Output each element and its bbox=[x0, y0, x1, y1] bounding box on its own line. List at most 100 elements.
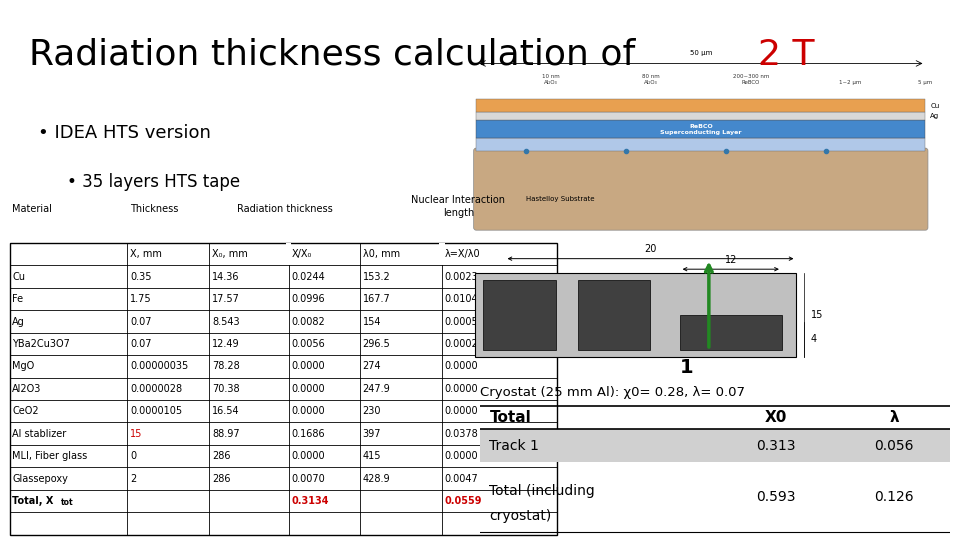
Text: 428.9: 428.9 bbox=[363, 474, 390, 483]
Text: 0.126: 0.126 bbox=[875, 490, 914, 504]
Text: 12.49: 12.49 bbox=[212, 339, 240, 349]
Text: • 35 layers HTS tape: • 35 layers HTS tape bbox=[67, 173, 240, 191]
Text: 16.54: 16.54 bbox=[212, 406, 240, 416]
Text: 397: 397 bbox=[363, 429, 381, 438]
Text: 12: 12 bbox=[725, 255, 737, 265]
Text: 0.0082: 0.0082 bbox=[292, 316, 325, 327]
Text: 17.57: 17.57 bbox=[212, 294, 240, 304]
Text: 8.543: 8.543 bbox=[212, 316, 240, 327]
Text: Radiation thickness calculation of: Radiation thickness calculation of bbox=[29, 38, 646, 72]
Text: 1~2 μm: 1~2 μm bbox=[839, 80, 862, 85]
Text: MgO: MgO bbox=[12, 361, 35, 372]
Text: 0.056: 0.056 bbox=[875, 438, 914, 453]
Text: 1.75: 1.75 bbox=[130, 294, 152, 304]
Text: 0.0023: 0.0023 bbox=[444, 272, 478, 282]
Text: 4: 4 bbox=[811, 334, 817, 345]
Text: 0.0047: 0.0047 bbox=[444, 474, 478, 483]
Bar bbox=[578, 280, 651, 350]
Text: Thickness: Thickness bbox=[130, 204, 179, 214]
Text: cryostat): cryostat) bbox=[490, 509, 552, 523]
Text: 1: 1 bbox=[681, 358, 694, 377]
Text: 80 nm
Al₂O₃: 80 nm Al₂O₃ bbox=[642, 74, 660, 85]
Text: 153.2: 153.2 bbox=[363, 272, 391, 282]
Text: Hastelloy Substrate: Hastelloy Substrate bbox=[526, 197, 594, 202]
Bar bbox=[439, 243, 444, 266]
Text: tot: tot bbox=[60, 498, 73, 507]
Text: 0.0000: 0.0000 bbox=[444, 406, 478, 416]
Text: 0.313: 0.313 bbox=[756, 438, 796, 453]
Text: X, mm: X, mm bbox=[130, 249, 162, 259]
Text: 88.97: 88.97 bbox=[212, 429, 240, 438]
Text: 0.0244: 0.0244 bbox=[292, 272, 325, 282]
Text: X₀, mm: X₀, mm bbox=[212, 249, 248, 259]
Text: Cu: Cu bbox=[930, 103, 940, 109]
Bar bbox=[476, 99, 925, 112]
Text: X0: X0 bbox=[765, 410, 787, 426]
Text: Cu: Cu bbox=[12, 272, 25, 282]
Text: 0.0000105: 0.0000105 bbox=[130, 406, 182, 416]
Text: 247.9: 247.9 bbox=[363, 384, 391, 394]
Text: Cryostat (25 mm Al): χ0= 0.28, λ= 0.07: Cryostat (25 mm Al): χ0= 0.28, λ= 0.07 bbox=[480, 386, 745, 399]
Text: Al stablizer: Al stablizer bbox=[12, 429, 66, 438]
Text: 70.38: 70.38 bbox=[212, 384, 240, 394]
Text: 286: 286 bbox=[212, 451, 230, 461]
Text: 0.0559: 0.0559 bbox=[444, 496, 482, 506]
Text: 230: 230 bbox=[363, 406, 381, 416]
Text: 296.5: 296.5 bbox=[363, 339, 391, 349]
Text: ReBCO
Superconducting Layer: ReBCO Superconducting Layer bbox=[660, 124, 741, 134]
Text: Total: Total bbox=[490, 410, 531, 426]
Text: Glassepoxy: Glassepoxy bbox=[12, 474, 68, 483]
Text: Ag: Ag bbox=[12, 316, 25, 327]
Text: X/X₀: X/X₀ bbox=[292, 249, 312, 259]
Text: Fe: Fe bbox=[12, 294, 23, 304]
Text: 78.28: 78.28 bbox=[212, 361, 240, 372]
Text: 2: 2 bbox=[130, 474, 136, 483]
Text: 0.1686: 0.1686 bbox=[292, 429, 325, 438]
Text: 0.0378: 0.0378 bbox=[444, 429, 478, 438]
Text: Al2O3: Al2O3 bbox=[12, 384, 41, 394]
Bar bbox=[476, 138, 925, 151]
Text: 0.593: 0.593 bbox=[756, 490, 796, 504]
Bar bbox=[483, 280, 556, 350]
Text: 15: 15 bbox=[130, 429, 142, 438]
FancyBboxPatch shape bbox=[473, 148, 928, 230]
Text: 0.0996: 0.0996 bbox=[292, 294, 325, 304]
Text: Material: Material bbox=[12, 204, 52, 214]
Text: Total, X: Total, X bbox=[12, 496, 54, 506]
Text: 0.0000: 0.0000 bbox=[292, 406, 325, 416]
Text: MLI, Fiber glass: MLI, Fiber glass bbox=[12, 451, 87, 461]
Text: 0.07: 0.07 bbox=[130, 339, 152, 349]
Text: Track 1: Track 1 bbox=[490, 438, 540, 453]
Bar bbox=[475, 273, 797, 357]
Text: 0.3134: 0.3134 bbox=[292, 496, 329, 506]
Bar bbox=[286, 243, 292, 266]
Bar bbox=[680, 315, 781, 350]
Text: 50 μm: 50 μm bbox=[689, 50, 712, 56]
Text: 0.0000: 0.0000 bbox=[444, 361, 478, 372]
Text: λ: λ bbox=[889, 410, 899, 426]
Text: 0.0000: 0.0000 bbox=[444, 384, 478, 394]
Text: 2 T: 2 T bbox=[758, 38, 815, 72]
Text: λ=X/λ0: λ=X/λ0 bbox=[444, 249, 480, 259]
Text: 274: 274 bbox=[363, 361, 381, 372]
Text: 0.0005: 0.0005 bbox=[444, 316, 478, 327]
Text: 0.35: 0.35 bbox=[130, 272, 152, 282]
Bar bbox=[480, 429, 950, 462]
Text: 0.00000035: 0.00000035 bbox=[130, 361, 188, 372]
Text: • IDEA HTS version: • IDEA HTS version bbox=[38, 124, 211, 142]
Text: 0.0000: 0.0000 bbox=[292, 361, 325, 372]
Text: Ag: Ag bbox=[930, 113, 940, 119]
Text: 15: 15 bbox=[811, 310, 824, 320]
Text: 0.0000: 0.0000 bbox=[292, 451, 325, 461]
Text: 5 μm: 5 μm bbox=[919, 80, 932, 85]
Text: 0.0056: 0.0056 bbox=[292, 339, 325, 349]
Text: 0.07: 0.07 bbox=[130, 316, 152, 327]
Text: 167.7: 167.7 bbox=[363, 294, 391, 304]
Text: 0.0070: 0.0070 bbox=[292, 474, 325, 483]
Text: 415: 415 bbox=[363, 451, 381, 461]
Text: 10 nm
Al₂O₃: 10 nm Al₂O₃ bbox=[542, 74, 560, 85]
Text: 0.0000: 0.0000 bbox=[292, 384, 325, 394]
Text: YBa2Cu3O7: YBa2Cu3O7 bbox=[12, 339, 70, 349]
Text: 0.0002: 0.0002 bbox=[444, 339, 478, 349]
Text: 20: 20 bbox=[644, 245, 657, 254]
